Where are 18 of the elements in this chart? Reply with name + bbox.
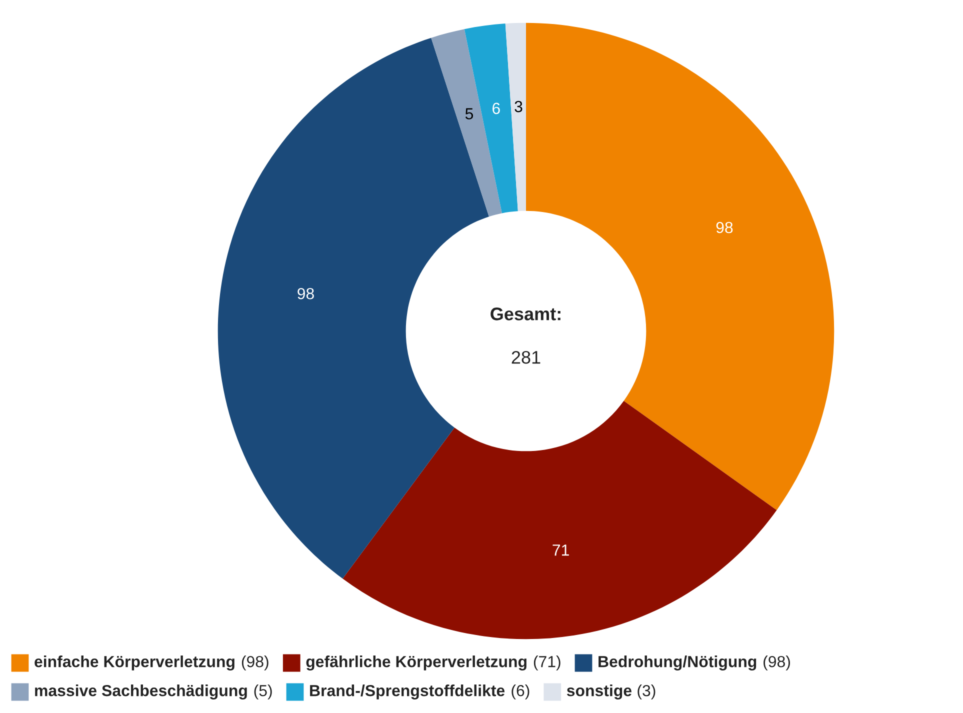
legend-label: einfache Körperverletzung (98) bbox=[34, 656, 268, 670]
text: 281 bbox=[512, 350, 540, 364]
legend-label: massive Sachbeschädigung (5) bbox=[35, 684, 272, 700]
donut-slice bbox=[431, 29, 502, 217]
legend-label: sonstige (3) bbox=[566, 684, 656, 700]
data-label: 71 bbox=[552, 544, 569, 556]
data-label: 5 bbox=[465, 108, 474, 120]
data-label: 6 bbox=[492, 102, 500, 114]
donut-slice bbox=[342, 400, 777, 640]
legend-label: gefährliche Körperverletzung (71) bbox=[306, 656, 560, 670]
legend-label: Bedrohung/Nötigung (98) bbox=[598, 656, 790, 670]
legend-label: Brand-/Sprengstoffdelikte (6) bbox=[310, 684, 530, 700]
donut-slice bbox=[218, 38, 489, 579]
donut-slice bbox=[505, 22, 526, 212]
data-label: 3 bbox=[514, 100, 522, 112]
data-label: 98 bbox=[716, 222, 733, 234]
data-label: 98 bbox=[298, 288, 314, 300]
text: Gesamt: bbox=[490, 308, 560, 320]
